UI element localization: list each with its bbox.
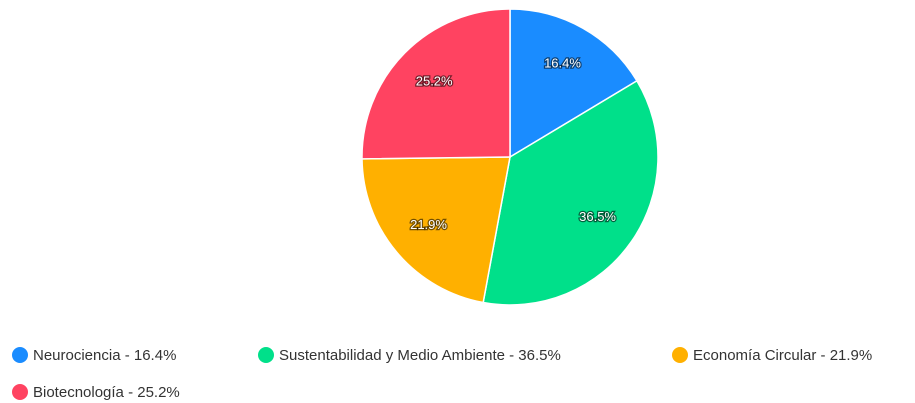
legend-text: Sustentabilidad y Medio Ambiente - 36.5%	[279, 347, 561, 364]
slice-label: 16.4%	[544, 56, 581, 71]
legend-swatch	[258, 347, 274, 363]
legend-text: Economía Circular - 21.9%	[693, 347, 872, 364]
legend-swatch	[12, 347, 28, 363]
pie-slice	[361, 156, 511, 304]
legend-swatch	[672, 347, 688, 363]
slice-label: 25.2%	[416, 74, 453, 89]
legend-text: Neurociencia - 16.4%	[33, 347, 176, 364]
pie-slice	[509, 8, 638, 159]
pie-slice	[361, 8, 511, 160]
pie-slice	[482, 79, 659, 306]
slice-label: 21.9%	[410, 217, 447, 232]
slice-label: 36.5%	[579, 209, 616, 224]
legend-text: Biotecnología - 25.2%	[33, 384, 180, 401]
legend-swatch	[12, 384, 28, 400]
